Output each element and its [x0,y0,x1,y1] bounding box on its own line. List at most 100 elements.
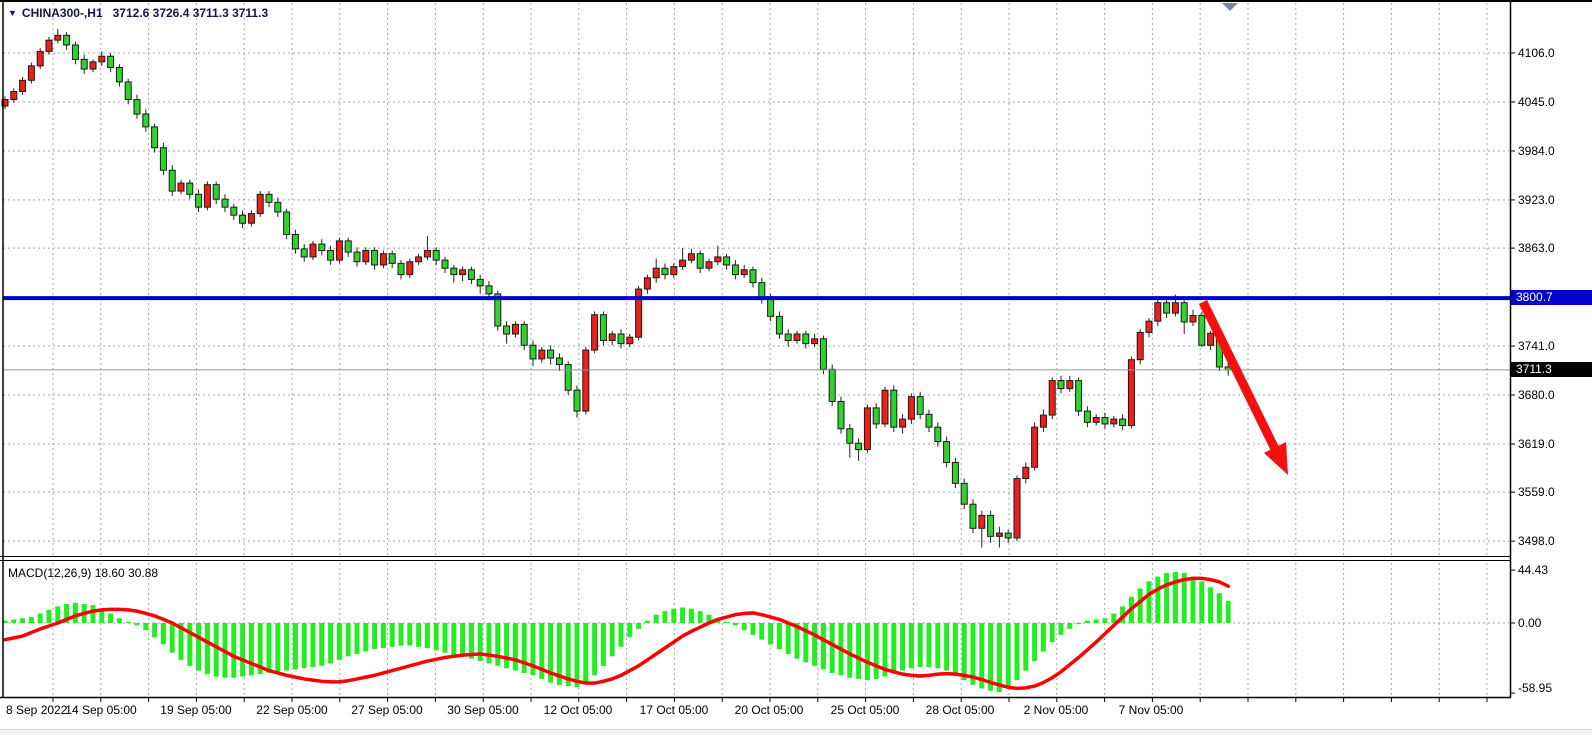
candle-up [423,250,431,258]
candle-up [643,277,651,290]
macd-histogram-bar [768,623,774,645]
macd-histogram-bar [20,618,26,623]
macd-histogram-bar [257,623,263,675]
macd-histogram-bar [935,623,941,669]
candle-down [476,278,484,287]
candle-up [811,338,819,345]
macd-tick-label: 44.43 [1518,563,1549,578]
macd-histogram-bar [213,623,219,677]
price-level-badge-blue: 3800.7 [1511,290,1592,306]
candle-down [265,193,273,203]
candle-down [1083,410,1091,423]
macd-signal-line [3,576,1230,691]
macd-histogram-bar [1084,620,1090,623]
candle-up [1171,302,1179,314]
candle-up [538,349,546,360]
candle-up [1207,332,1215,346]
macd-histogram-bar [961,623,967,681]
macd-histogram-bar [759,623,765,640]
macd-histogram-bar [618,623,624,647]
macd-histogram-bar [284,623,290,671]
candle-down [890,389,898,428]
time-origin-label: 8 Sep 2022 [6,703,68,717]
macd-histogram-bar [477,623,483,662]
macd-histogram-bar [627,623,633,638]
candle-up [679,259,687,268]
macd-histogram-bar [354,623,360,654]
macd-histogram-bar [468,623,474,659]
macd-histogram-bar [37,613,43,623]
macd-histogram-bar [512,623,518,671]
candle-up [1127,359,1135,427]
candle-up [1092,417,1100,423]
macd-histogram-bar [970,623,976,685]
macd-histogram-bar [1208,587,1214,623]
macd-histogram-bar [644,620,650,623]
macd-histogram-bar [319,623,325,666]
candle-down [274,201,282,213]
price-tick-label: 4045.0 [1518,94,1555,109]
macd-histogram-bar [996,623,1002,693]
macd-histogram-bar [750,623,756,635]
trend-arrow-shaft[interactable] [1198,300,1280,451]
macd-histogram-bar [248,623,254,676]
candle-up [362,250,370,263]
candle-down [441,259,449,269]
candle-down [1180,302,1188,323]
macd-histogram-bar [847,623,853,678]
candle-up [608,333,616,341]
macd-histogram-bar [134,623,140,626]
macd-histogram-bar [583,623,589,683]
macd-histogram-bar [873,623,879,679]
macd-histogram-bar [548,623,554,683]
time-tick-label: 22 Sep 05:00 [256,703,328,717]
candle-down [767,298,775,317]
candle-down [63,34,71,46]
candle-down [239,214,247,224]
chart-shift-marker-icon[interactable] [1222,3,1238,11]
candle-down [723,256,731,266]
candle-down [168,169,176,192]
macd-histogram-bar [1102,618,1108,623]
candle-down [846,428,854,444]
candle-up [415,256,423,263]
macd-histogram-bar [231,623,237,678]
macd-histogram-bar [380,623,386,648]
candle-up [591,314,599,351]
macd-histogram-bar [697,611,703,623]
collapse-triangle-icon[interactable]: ▼ [8,8,17,18]
macd-histogram-bar [812,623,818,666]
macd-histogram-bar [1225,600,1231,623]
macd-histogram-bar [1093,619,1099,623]
macd-histogram-bar [785,623,791,654]
candle-up [309,243,317,258]
macd-histogram-bar [706,614,712,623]
candle-up [1189,315,1197,323]
macd-histogram-bar [442,623,448,653]
time-tick-label: 14 Sep 05:00 [65,703,137,717]
price-tick-label: 4106.0 [1518,46,1555,60]
candle-down [1075,380,1083,412]
macd-histogram-bar [460,623,466,657]
candle-down [661,267,669,276]
candle-up [626,336,634,345]
macd-tick-label: 0.00 [1518,616,1542,630]
candle-up [54,34,62,41]
candle-up [714,256,722,263]
macd-histogram-bar [926,623,932,668]
candle-up [863,407,871,451]
macd-histogram-bar [178,623,184,660]
macd-histogram-bar [72,602,78,623]
macd-histogram-bar [389,623,395,647]
macd-histogram-bar [900,623,906,671]
candle-down [564,364,572,391]
candle-down [987,514,995,537]
candle-up [907,396,915,420]
time-tick-label: 12 Oct 05:00 [543,703,613,717]
time-tick-label: 27 Sep 05:00 [351,703,423,717]
candle-up [256,193,264,215]
macd-histogram-bar [565,623,571,687]
candle-up [98,55,106,63]
trend-arrow-head-icon[interactable] [1264,442,1288,475]
